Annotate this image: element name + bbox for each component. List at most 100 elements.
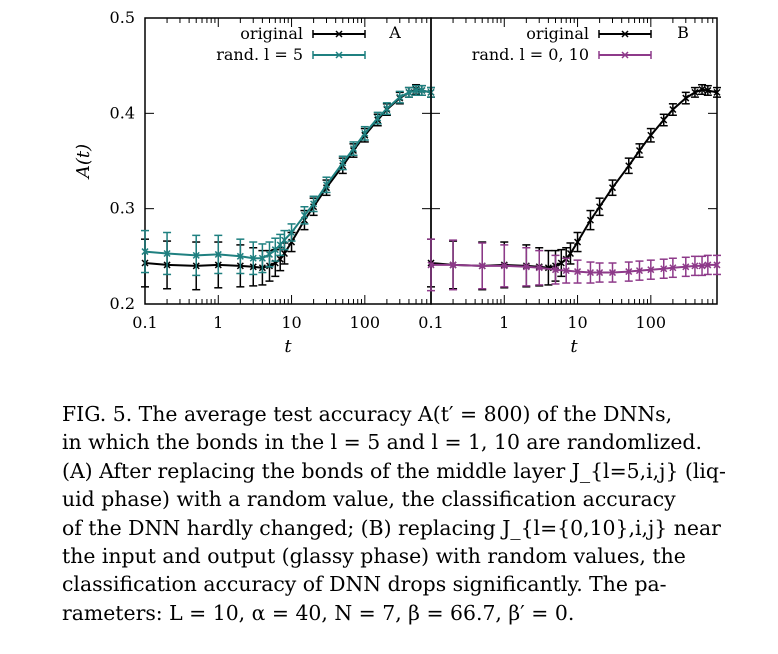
marker-stroke: [647, 266, 655, 274]
marker-stroke: [608, 184, 617, 192]
marker-stroke: [713, 88, 721, 96]
marker-stroke: [396, 93, 404, 101]
data-point: [535, 264, 543, 272]
data-point: [383, 105, 391, 113]
caption-line: (A) After replacing the bonds of the mid…: [62, 458, 726, 483]
y-tick-label: 0.2: [110, 294, 135, 313]
caption-line: classification accuracy of DNN drops sig…: [62, 572, 667, 597]
data-point: [374, 114, 382, 122]
legend-label: rand. l = 0, 10: [472, 45, 589, 64]
data-point: [682, 94, 690, 102]
marker-stroke: [660, 265, 668, 273]
caption-line: the input and output (glassy phase) with…: [62, 544, 686, 569]
legend-marker: [621, 51, 629, 59]
marker-stroke: [418, 86, 426, 94]
x-tick-label: 0.1: [132, 313, 157, 332]
data-point: [405, 88, 413, 96]
marker-stroke: [535, 264, 543, 272]
data-point: [574, 238, 582, 246]
panel-a: 0.1 1 10 100 t 0.2 0.3 0.4 0.5 A(t) original rand. …: [73, 8, 435, 357]
data-point: [566, 249, 574, 258]
data-point: [258, 254, 266, 262]
data-point: [427, 261, 435, 269]
marker-stroke: [660, 116, 668, 124]
series-original: [427, 83, 721, 291]
data-point: [141, 248, 149, 256]
x-tick-label: 0.1: [418, 313, 443, 332]
legend-label: original: [240, 24, 303, 43]
data-point: [608, 269, 617, 277]
x-tick-label: 10: [281, 313, 301, 332]
marker-stroke: [625, 268, 633, 276]
data-point: [214, 250, 222, 258]
data-point: [713, 88, 721, 96]
data-point: [412, 86, 420, 94]
data-point: [625, 268, 633, 276]
data-point: [596, 269, 604, 277]
data-point: [449, 261, 457, 269]
legend-marker: [621, 30, 629, 38]
data-point: [635, 146, 644, 155]
marker-stroke: [361, 129, 369, 137]
legend-marker: [335, 51, 343, 59]
data-point: [280, 236, 288, 244]
x-tick-label: 1: [213, 313, 223, 332]
data-point: [647, 266, 655, 274]
marker-stroke: [596, 269, 604, 277]
marker-stroke: [249, 254, 257, 262]
marker-stroke: [691, 88, 699, 96]
data-point: [249, 254, 257, 262]
marker-stroke: [300, 211, 308, 219]
marker-stroke: [698, 85, 706, 94]
data-point: [698, 85, 706, 94]
marker-stroke: [405, 88, 413, 96]
marker-stroke: [713, 261, 721, 269]
data-point: [682, 263, 690, 271]
data-point: [418, 86, 426, 94]
marker-stroke: [265, 250, 274, 258]
marker-stroke: [635, 146, 644, 155]
marker-stroke: [669, 105, 677, 114]
marker-stroke: [258, 254, 266, 262]
marker-stroke: [647, 131, 655, 139]
data-point: [713, 261, 721, 269]
marker-stroke: [374, 114, 382, 122]
marker-stroke: [596, 203, 604, 211]
legend-marker: [335, 30, 343, 38]
marker-stroke: [574, 268, 582, 276]
legend-label: rand. l = 5: [216, 45, 303, 64]
figure-chart: 0.1 1 10 100 t 0.2 0.3 0.4 0.5 A(t) original rand. …: [73, 8, 721, 357]
marker-stroke: [288, 238, 296, 246]
marker-stroke: [704, 86, 712, 94]
panel-annotation: B: [677, 23, 689, 42]
x-axis-label: t: [284, 336, 292, 357]
data-point: [698, 262, 706, 270]
marker-stroke: [704, 261, 712, 269]
data-point: [339, 159, 347, 167]
x-tick-label: 10: [567, 313, 587, 332]
marker-stroke: [339, 159, 347, 167]
x-tick-label: 100: [636, 313, 667, 332]
caption-line: uid phase) with a random value, the clas…: [62, 487, 676, 512]
data-point: [574, 268, 582, 276]
marker-stroke: [586, 216, 594, 224]
marker-stroke: [635, 267, 644, 275]
caption-line: of the DNN hardly changed; (B) replacing…: [62, 515, 721, 540]
data-point: [396, 93, 404, 101]
data-point: [265, 250, 274, 258]
marker-stroke: [682, 94, 690, 102]
marker-stroke: [625, 162, 633, 170]
marker-stroke: [322, 181, 331, 189]
data-point: [349, 145, 358, 153]
marker-stroke: [478, 262, 486, 270]
data-point: [551, 266, 560, 274]
marker-stroke: [383, 105, 391, 113]
data-point: [478, 262, 486, 270]
marker-stroke: [691, 262, 699, 270]
series-randomized: [427, 238, 721, 292]
data-point: [669, 264, 677, 272]
marker-stroke: [141, 248, 149, 256]
marker-stroke: [310, 200, 318, 208]
data-point: [163, 249, 171, 258]
data-point: [625, 162, 633, 170]
